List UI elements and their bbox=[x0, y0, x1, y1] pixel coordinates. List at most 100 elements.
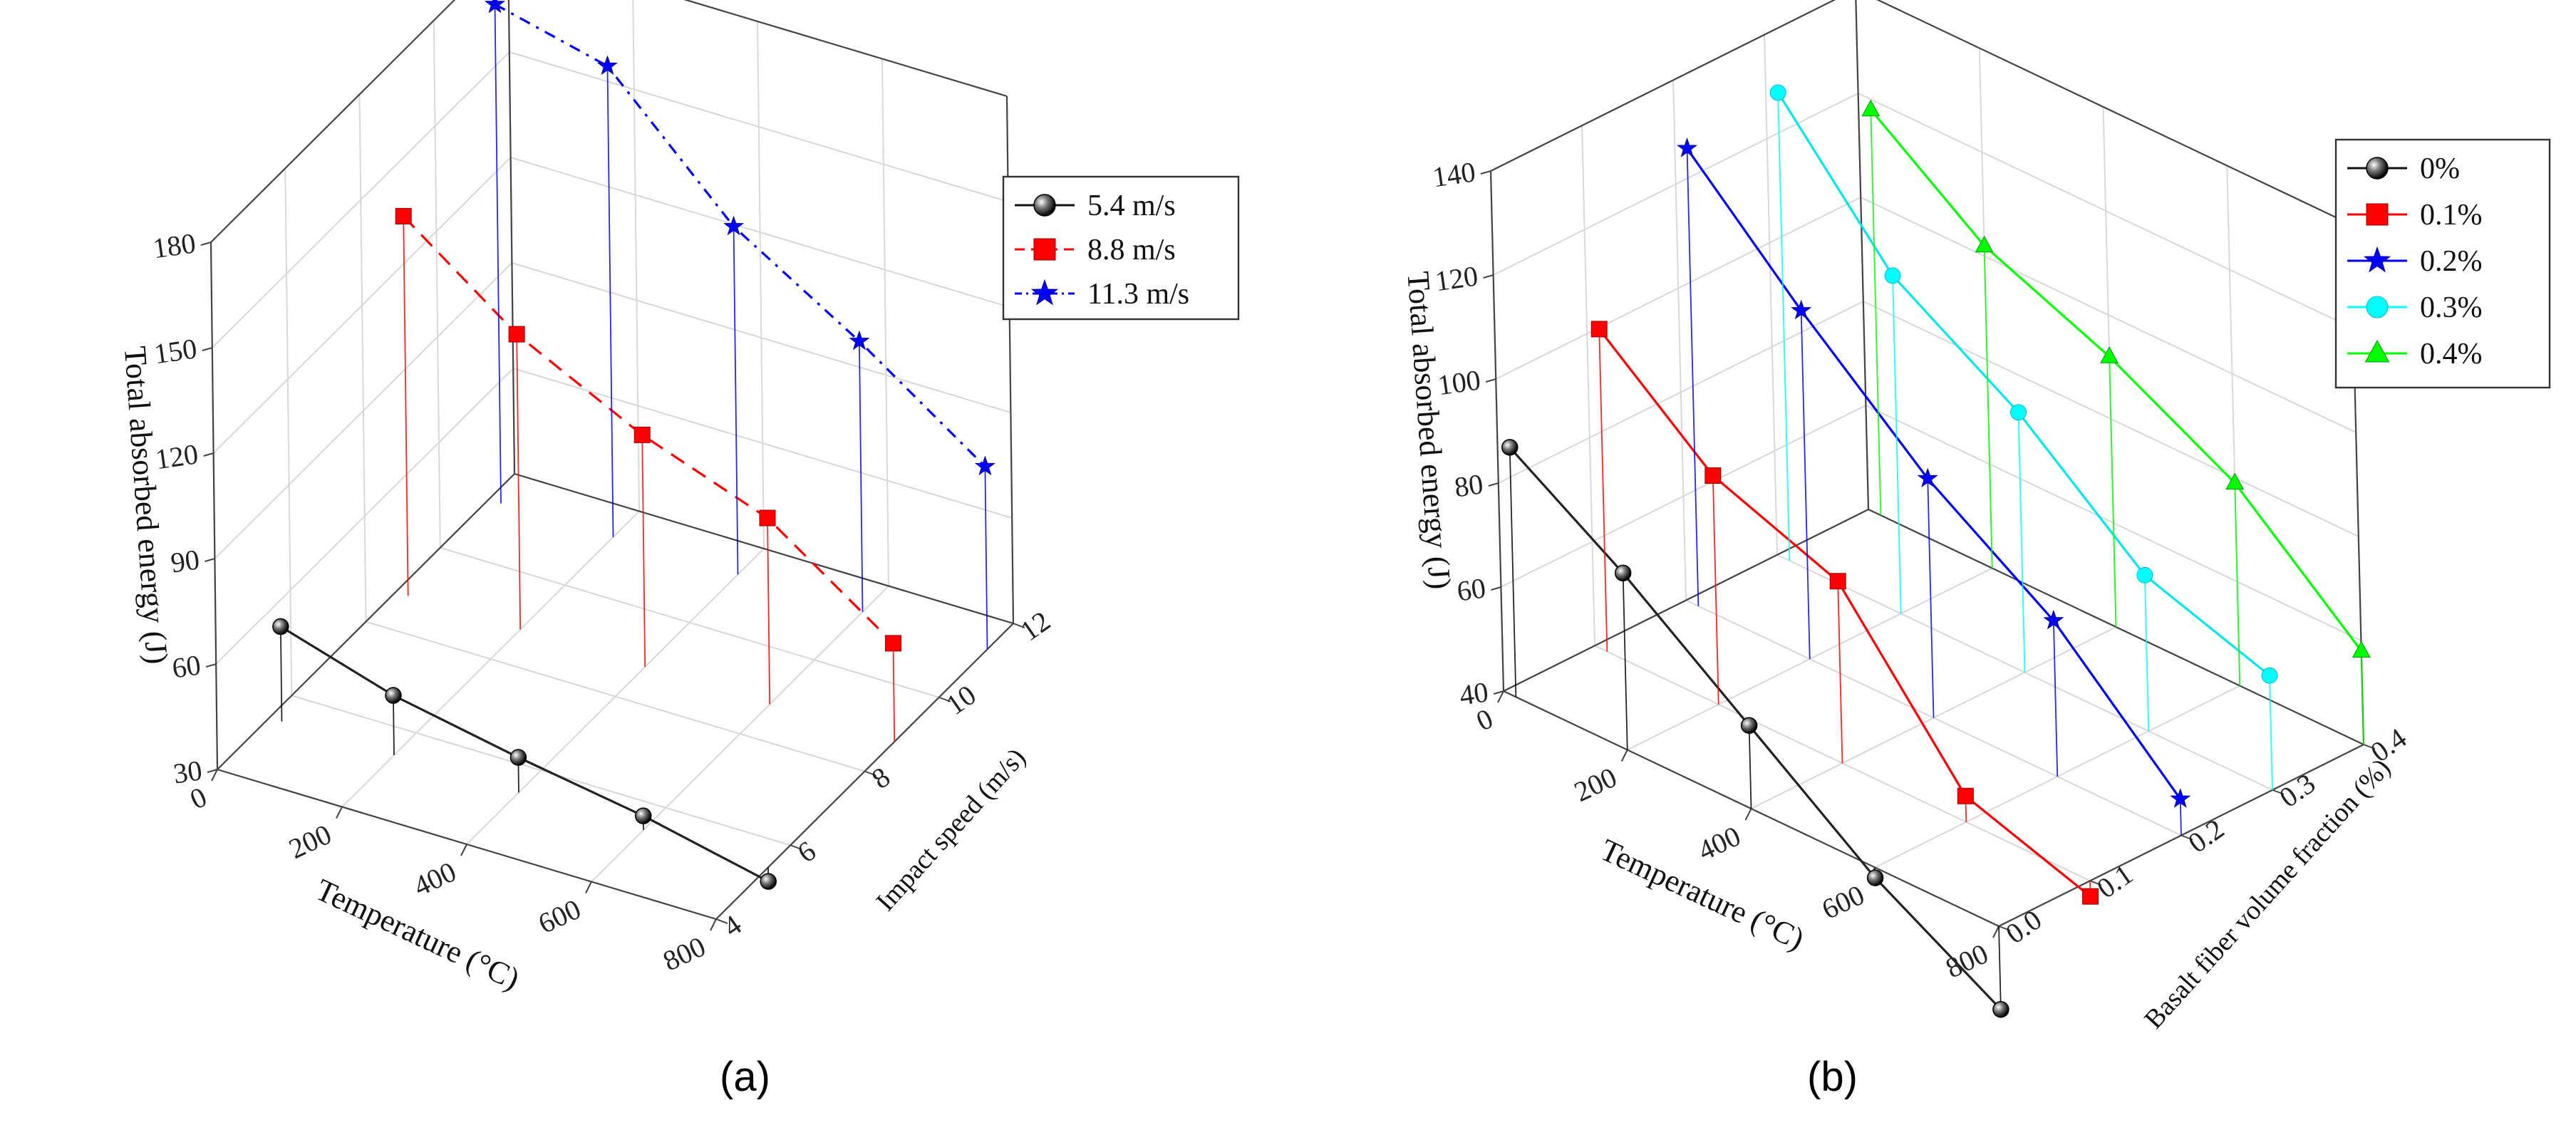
data-point bbox=[509, 749, 527, 766]
panel-label-a: (a) bbox=[720, 1054, 770, 1100]
z-tick-label: 180 bbox=[151, 227, 198, 264]
z-tick bbox=[207, 769, 218, 773]
drop-line bbox=[1712, 475, 1719, 705]
data-point bbox=[1590, 321, 1608, 338]
drop-line bbox=[1509, 447, 1517, 698]
data-point bbox=[2225, 472, 2245, 490]
z-axis-line bbox=[210, 242, 219, 770]
data-point bbox=[1866, 869, 1884, 886]
y-tick bbox=[715, 918, 728, 924]
drop-line bbox=[1622, 573, 1628, 750]
x-tick-label: 200 bbox=[284, 818, 336, 865]
data-point bbox=[1917, 467, 1938, 488]
data-point bbox=[2043, 609, 2064, 630]
drop-line bbox=[2109, 356, 2117, 628]
x-tick bbox=[1620, 750, 1628, 762]
drop-line bbox=[1892, 275, 1902, 614]
gridline-y-left bbox=[1672, 80, 1687, 601]
legend-label: 8.8 m/s bbox=[1087, 234, 1176, 266]
x-tick-label: 600 bbox=[1817, 878, 1869, 926]
data-point bbox=[723, 215, 745, 236]
panel-label-b: (b) bbox=[1807, 1054, 1858, 1100]
x-tick bbox=[211, 769, 218, 782]
z-tick-label: 60 bbox=[170, 648, 203, 684]
y-tick bbox=[790, 844, 802, 851]
z-tick bbox=[205, 663, 217, 668]
gridline-y-left bbox=[1581, 125, 1595, 646]
z-tick-label: 90 bbox=[169, 543, 202, 579]
z-tick-label: 60 bbox=[1455, 571, 1488, 607]
drop-line bbox=[516, 334, 522, 630]
y-tick bbox=[2272, 789, 2285, 795]
z-tick bbox=[1493, 690, 1504, 695]
x-tick bbox=[336, 807, 343, 819]
drop-line bbox=[641, 435, 646, 668]
data-point bbox=[849, 330, 870, 351]
data-point bbox=[1884, 267, 1901, 284]
drop-line bbox=[1800, 310, 1811, 660]
drop-line bbox=[1598, 328, 1608, 652]
data-point bbox=[760, 873, 777, 890]
z-tick-label: 120 bbox=[153, 437, 200, 475]
gridline-y-left bbox=[1764, 34, 1778, 555]
data-point bbox=[1501, 439, 1519, 456]
x-tick bbox=[585, 881, 592, 893]
gridline-x-back bbox=[757, 21, 765, 549]
data-point bbox=[272, 618, 289, 636]
legend-marker bbox=[2363, 246, 2391, 273]
z-tick-label: 140 bbox=[1431, 155, 1478, 193]
z-tick bbox=[1488, 482, 1499, 487]
z-tick-label: 80 bbox=[1452, 467, 1485, 503]
drop-line bbox=[2234, 482, 2241, 686]
y-tick bbox=[2181, 834, 2193, 841]
y-tick bbox=[864, 770, 876, 777]
z-tick bbox=[200, 242, 212, 246]
floor-left-edge bbox=[1503, 509, 1869, 692]
legend-marker bbox=[1033, 194, 1056, 217]
y-tick bbox=[1013, 623, 1025, 628]
data-point bbox=[1957, 787, 1974, 804]
back-left-edge bbox=[1855, 0, 1870, 510]
drop-line bbox=[494, 4, 502, 504]
data-point bbox=[634, 807, 652, 824]
x-tick-label: 0 bbox=[185, 780, 212, 815]
legend: 0% 0.1% 0.2% 0.3% 0.4% bbox=[2334, 138, 2551, 389]
drop-line bbox=[2269, 675, 2273, 790]
y-tick bbox=[2363, 744, 2376, 750]
drop-line bbox=[2017, 412, 2026, 673]
data-point bbox=[974, 455, 995, 476]
x-tick-label: 800 bbox=[658, 930, 710, 977]
y-tick bbox=[2089, 880, 2102, 886]
x-tick-label: 400 bbox=[408, 855, 460, 902]
drop-line bbox=[393, 695, 395, 755]
z-axis-title: Total absorbed energy (J) bbox=[1400, 270, 1457, 590]
z-tick-label: 150 bbox=[152, 332, 199, 370]
data-point bbox=[1861, 99, 1881, 117]
chart-b-3d-plot: 40608010012014002004006008000.00.10.20.3… bbox=[1400, 0, 2551, 1035]
data-point bbox=[759, 509, 776, 527]
gridline-y-left bbox=[433, 20, 441, 548]
y-tick-label: 4 bbox=[717, 908, 747, 943]
drop-line bbox=[1777, 92, 1791, 561]
left-top-edge bbox=[1490, 0, 1836, 172]
gridline-y-floor bbox=[366, 621, 865, 772]
z-tick bbox=[1485, 378, 1496, 383]
drop-line bbox=[1748, 725, 1752, 809]
gridline-x-back bbox=[632, 0, 640, 512]
series-line bbox=[403, 215, 894, 645]
drop-line bbox=[984, 466, 988, 650]
back-top-edge bbox=[1876, 0, 2352, 225]
x-tick bbox=[1992, 926, 2000, 938]
drop-line bbox=[892, 643, 896, 742]
legend-marker bbox=[2366, 203, 2389, 226]
legend-marker bbox=[1033, 238, 1056, 261]
drop-line bbox=[279, 626, 283, 722]
z-tick bbox=[1491, 586, 1501, 591]
y-tick-label: 0.2 bbox=[2182, 812, 2230, 859]
series-group bbox=[1501, 84, 2371, 1018]
z-tick bbox=[1480, 170, 1491, 175]
legend-label: 0.1% bbox=[2420, 199, 2483, 232]
drop-line bbox=[2143, 575, 2150, 732]
x-tick-label: 800 bbox=[1940, 937, 1992, 984]
